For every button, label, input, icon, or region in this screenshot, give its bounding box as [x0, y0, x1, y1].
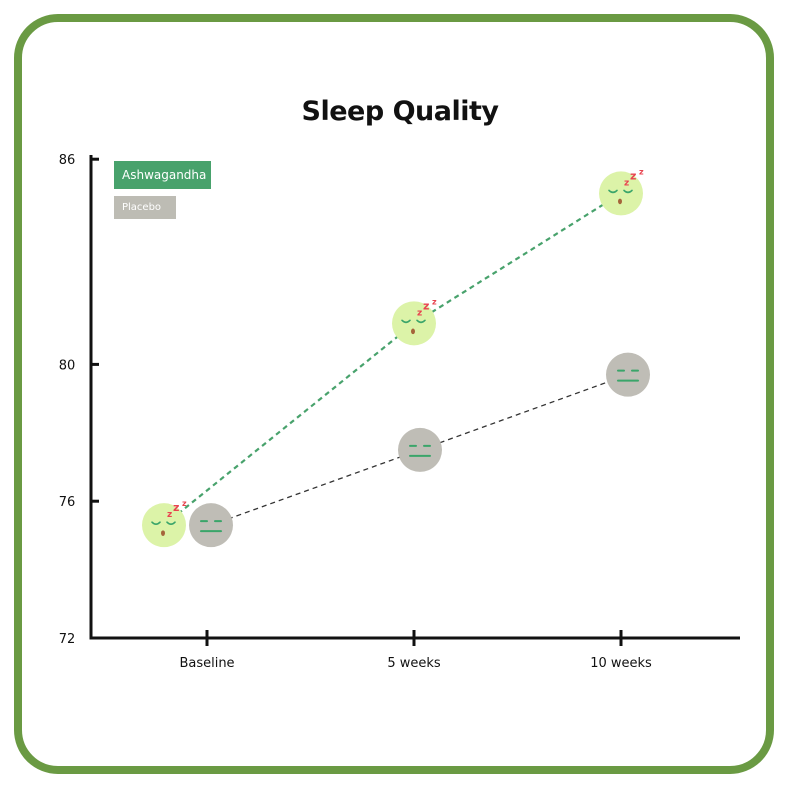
- ashwagandha-line: [163, 192, 622, 526]
- series-lines: [163, 192, 629, 526]
- closed-eye: [416, 319, 426, 324]
- placebo-point: [606, 352, 650, 397]
- placebo-point: [398, 427, 442, 472]
- y-tick-label: 80: [59, 358, 76, 373]
- neutral-face-icon: [606, 352, 650, 397]
- zzz-letter: z: [417, 308, 422, 318]
- zzz-letter: z: [182, 499, 187, 508]
- neutral-face-icon: [189, 503, 233, 548]
- zzz-letter: z: [423, 299, 429, 312]
- placebo-line: [210, 374, 629, 526]
- card-frame: [14, 14, 774, 774]
- x-tick-label: Baseline: [179, 656, 234, 671]
- x-tick-label: 10 weeks: [590, 656, 652, 671]
- mouth: [618, 198, 622, 205]
- legend-item-ashwagandha: Ashwagandha: [114, 161, 211, 189]
- ashwagandha-point: [599, 171, 643, 216]
- closed-eye: [623, 189, 633, 194]
- x-tick-label: 5 weeks: [387, 656, 441, 671]
- zzz-letter: z: [432, 297, 437, 306]
- neutral-face-icon: [398, 427, 442, 472]
- closed-eye: [401, 319, 411, 324]
- zzz-letter: z: [173, 501, 179, 514]
- chart-title: Sleep Quality: [301, 96, 499, 127]
- y-tick-label: 72: [59, 632, 76, 647]
- zzz-letter: z: [167, 510, 172, 520]
- sleeping-face-icon: zz z: [599, 167, 644, 216]
- closed-eye: [166, 521, 176, 525]
- zzz-icon: zz z: [167, 499, 187, 520]
- closed-eye: [608, 189, 618, 194]
- zzz-icon: zz z: [624, 167, 644, 188]
- axes: 72 76 80 86 Baseline 5 weeks 10 weeks: [59, 153, 740, 671]
- zzz-letter: z: [639, 167, 644, 176]
- sleeping-face-icon: zz z: [142, 499, 187, 548]
- ashwagandha-point: [392, 301, 436, 346]
- mouth: [411, 328, 415, 335]
- legend-item-placebo: Placebo: [114, 196, 176, 219]
- legend: Ashwagandha Placebo: [114, 161, 211, 219]
- ashwagandha-point: [142, 503, 186, 548]
- sleeping-face-icon: zz z: [392, 297, 437, 346]
- zzz-letter: z: [624, 178, 629, 188]
- closed-eye: [151, 521, 161, 525]
- mouth: [161, 530, 165, 536]
- y-tick-label: 76: [59, 495, 76, 510]
- placebo-point: [189, 503, 233, 548]
- zzz-letter: z: [630, 169, 636, 182]
- y-tick-label: 86: [59, 153, 76, 168]
- series-markers: zz zzz zzz z: [142, 167, 650, 548]
- zzz-icon: zz z: [417, 297, 437, 318]
